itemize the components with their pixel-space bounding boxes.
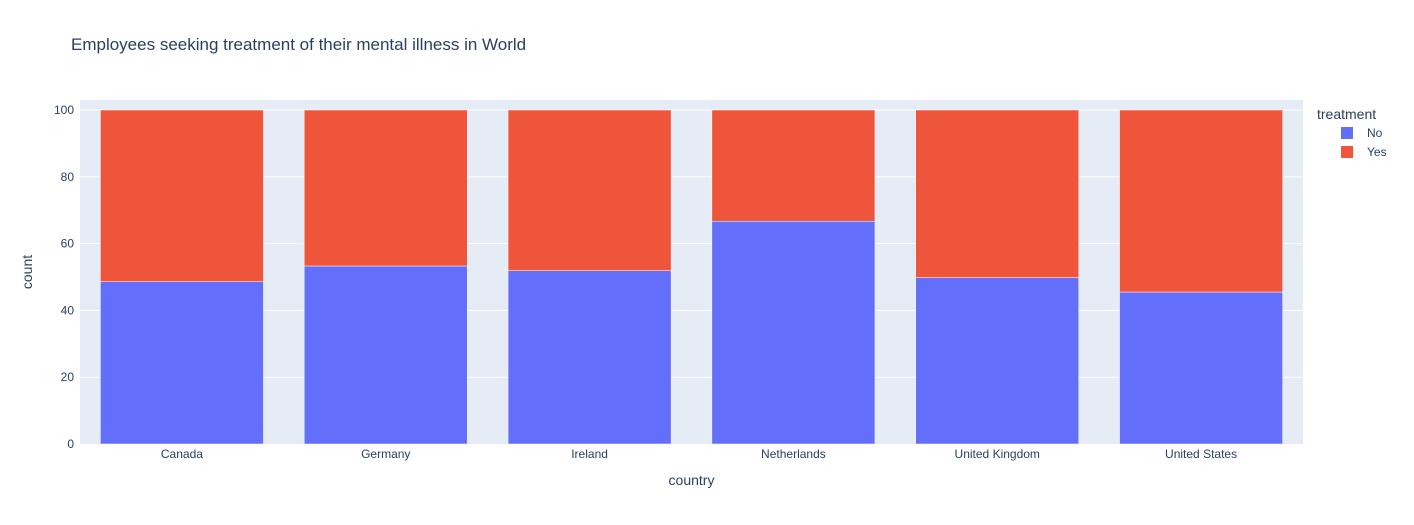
bar-yes-ireland[interactable]	[507, 109, 672, 271]
bars	[100, 109, 1283, 445]
plot-area	[80, 100, 1303, 444]
x-axis-ticks: Canada Germany Ireland Netherlands United Ki…	[161, 447, 1237, 461]
x-tick-label: Germany	[361, 447, 410, 461]
bar-yes-canada[interactable]	[100, 109, 264, 282]
y-tick-label: 20	[61, 370, 75, 384]
legend-item-yes[interactable]: Yes	[1341, 145, 1387, 159]
x-tick-label: Ireland	[571, 447, 608, 461]
y-tick-label: 100	[54, 103, 74, 117]
x-tick-label: United Kingdom	[955, 447, 1040, 461]
bar-no-united-states[interactable]	[1119, 291, 1283, 445]
bar-no-ireland[interactable]	[507, 270, 672, 445]
bar-yes-united-kingdom[interactable]	[915, 109, 1080, 278]
bar-no-united-kingdom[interactable]	[915, 277, 1080, 445]
y-tick-label: 0	[67, 437, 74, 451]
y-tick-label: 60	[61, 237, 75, 251]
y-tick-label: 40	[61, 303, 75, 317]
legend[interactable]: treatment No Yes	[1317, 106, 1387, 159]
bar-no-canada[interactable]	[100, 281, 264, 445]
bar-yes-netherlands[interactable]	[711, 109, 876, 222]
bar-no-germany[interactable]	[303, 265, 468, 445]
legend-title: treatment	[1317, 106, 1376, 122]
gridlines	[80, 109, 1303, 378]
legend-label: Yes	[1367, 145, 1387, 159]
legend-item-no[interactable]: No	[1341, 126, 1383, 140]
bar-yes-germany[interactable]	[303, 109, 468, 267]
x-tick-label: Netherlands	[761, 447, 826, 461]
y-axis-ticks: 0 20 40 60 80 100	[54, 103, 74, 451]
legend-swatch	[1341, 127, 1353, 139]
x-tick-label: Canada	[161, 447, 203, 461]
x-tick-label: United States	[1165, 447, 1237, 461]
chart-title: Employees seeking treatment of their men…	[71, 35, 526, 54]
x-axis-title: country	[669, 472, 715, 488]
legend-label: No	[1367, 126, 1383, 140]
legend-swatch	[1341, 146, 1353, 158]
bar-yes-united-states[interactable]	[1119, 109, 1283, 293]
y-axis-title: count	[19, 255, 35, 289]
y-tick-label: 80	[61, 170, 75, 184]
bar-no-netherlands[interactable]	[711, 220, 876, 445]
